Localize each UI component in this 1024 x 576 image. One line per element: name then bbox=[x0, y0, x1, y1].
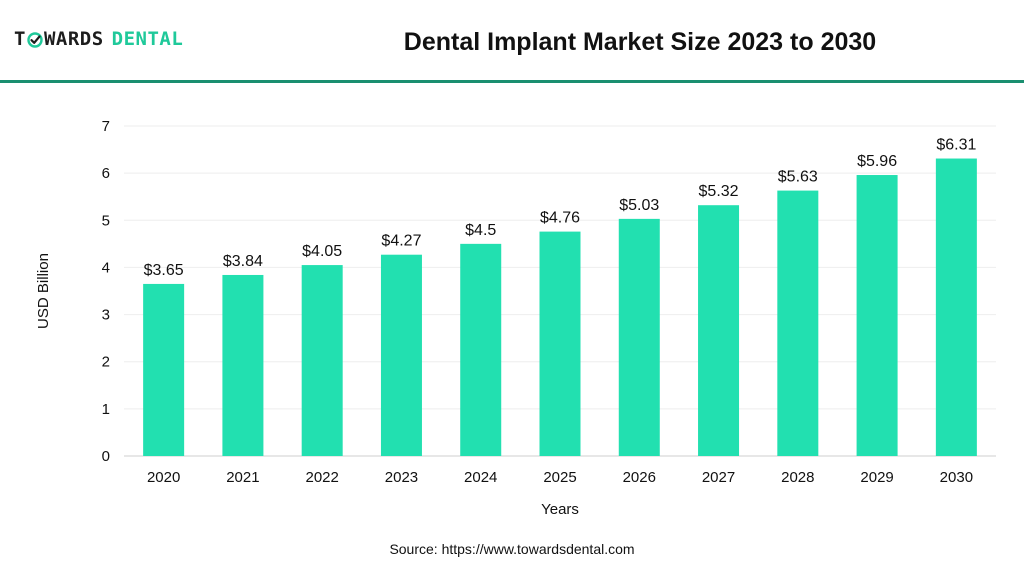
x-tick-label: 2023 bbox=[385, 469, 418, 486]
bar bbox=[460, 243, 502, 456]
data-label: $4.5 bbox=[465, 222, 496, 239]
bar bbox=[856, 175, 898, 456]
bar bbox=[222, 274, 264, 456]
data-label: $3.84 bbox=[223, 253, 263, 270]
data-label: $4.76 bbox=[540, 210, 580, 227]
x-tick-label: 2029 bbox=[860, 469, 893, 486]
y-tick-label: 0 bbox=[102, 448, 110, 465]
x-tick-label: 2022 bbox=[305, 469, 338, 486]
tooth-check-icon bbox=[27, 31, 43, 48]
y-tick-label: 4 bbox=[102, 259, 110, 276]
bar bbox=[618, 218, 660, 456]
logo-letter-rest: WARDS bbox=[43, 28, 104, 50]
x-tick-label: 2020 bbox=[147, 469, 180, 486]
y-tick-label: 3 bbox=[102, 307, 110, 324]
x-tick-label: 2021 bbox=[226, 469, 259, 486]
source-note: Source: https://www.towardsdental.com bbox=[389, 541, 635, 557]
brand-logo: T WARDS DENTAL bbox=[14, 28, 183, 50]
bar bbox=[301, 265, 343, 456]
data-label: $3.65 bbox=[144, 262, 184, 279]
x-tick-label: 2024 bbox=[464, 469, 497, 486]
y-tick-label: 2 bbox=[102, 354, 110, 371]
x-tick-label: 2026 bbox=[623, 469, 656, 486]
y-tick-label: 1 bbox=[102, 401, 110, 418]
bar bbox=[777, 190, 819, 457]
y-axis-title: USD Billion bbox=[35, 253, 52, 329]
logo-text-towards: T WARDS bbox=[14, 28, 104, 50]
data-label: $6.31 bbox=[936, 137, 976, 154]
header: T WARDS DENTAL Dental Implant Market Size… bbox=[0, 0, 1024, 84]
y-tick-label: 7 bbox=[102, 118, 110, 135]
x-axis-title: Years bbox=[541, 501, 579, 518]
header-divider bbox=[0, 80, 1024, 83]
data-label: $4.05 bbox=[302, 243, 342, 260]
data-label: $4.27 bbox=[381, 233, 421, 250]
logo-letter-t: T bbox=[14, 28, 26, 50]
x-tick-label: 2028 bbox=[781, 469, 814, 486]
data-label: $5.03 bbox=[619, 197, 659, 214]
bar bbox=[698, 205, 740, 456]
logo-text-dental: DENTAL bbox=[111, 28, 184, 50]
data-label: $5.96 bbox=[857, 153, 897, 170]
bar bbox=[935, 158, 977, 456]
bar bbox=[143, 283, 185, 456]
data-label: $5.32 bbox=[699, 183, 739, 200]
chart-title: Dental Implant Market Size 2023 to 2030 bbox=[403, 28, 877, 56]
x-tick-label: 2027 bbox=[702, 469, 735, 486]
x-tick-label: 2025 bbox=[543, 469, 576, 486]
bar bbox=[380, 254, 422, 456]
x-tick-label: 2030 bbox=[940, 469, 973, 486]
y-tick-label: 6 bbox=[102, 165, 110, 182]
data-label: $5.63 bbox=[778, 169, 818, 186]
y-tick-label: 5 bbox=[102, 212, 110, 229]
bar bbox=[539, 231, 581, 456]
